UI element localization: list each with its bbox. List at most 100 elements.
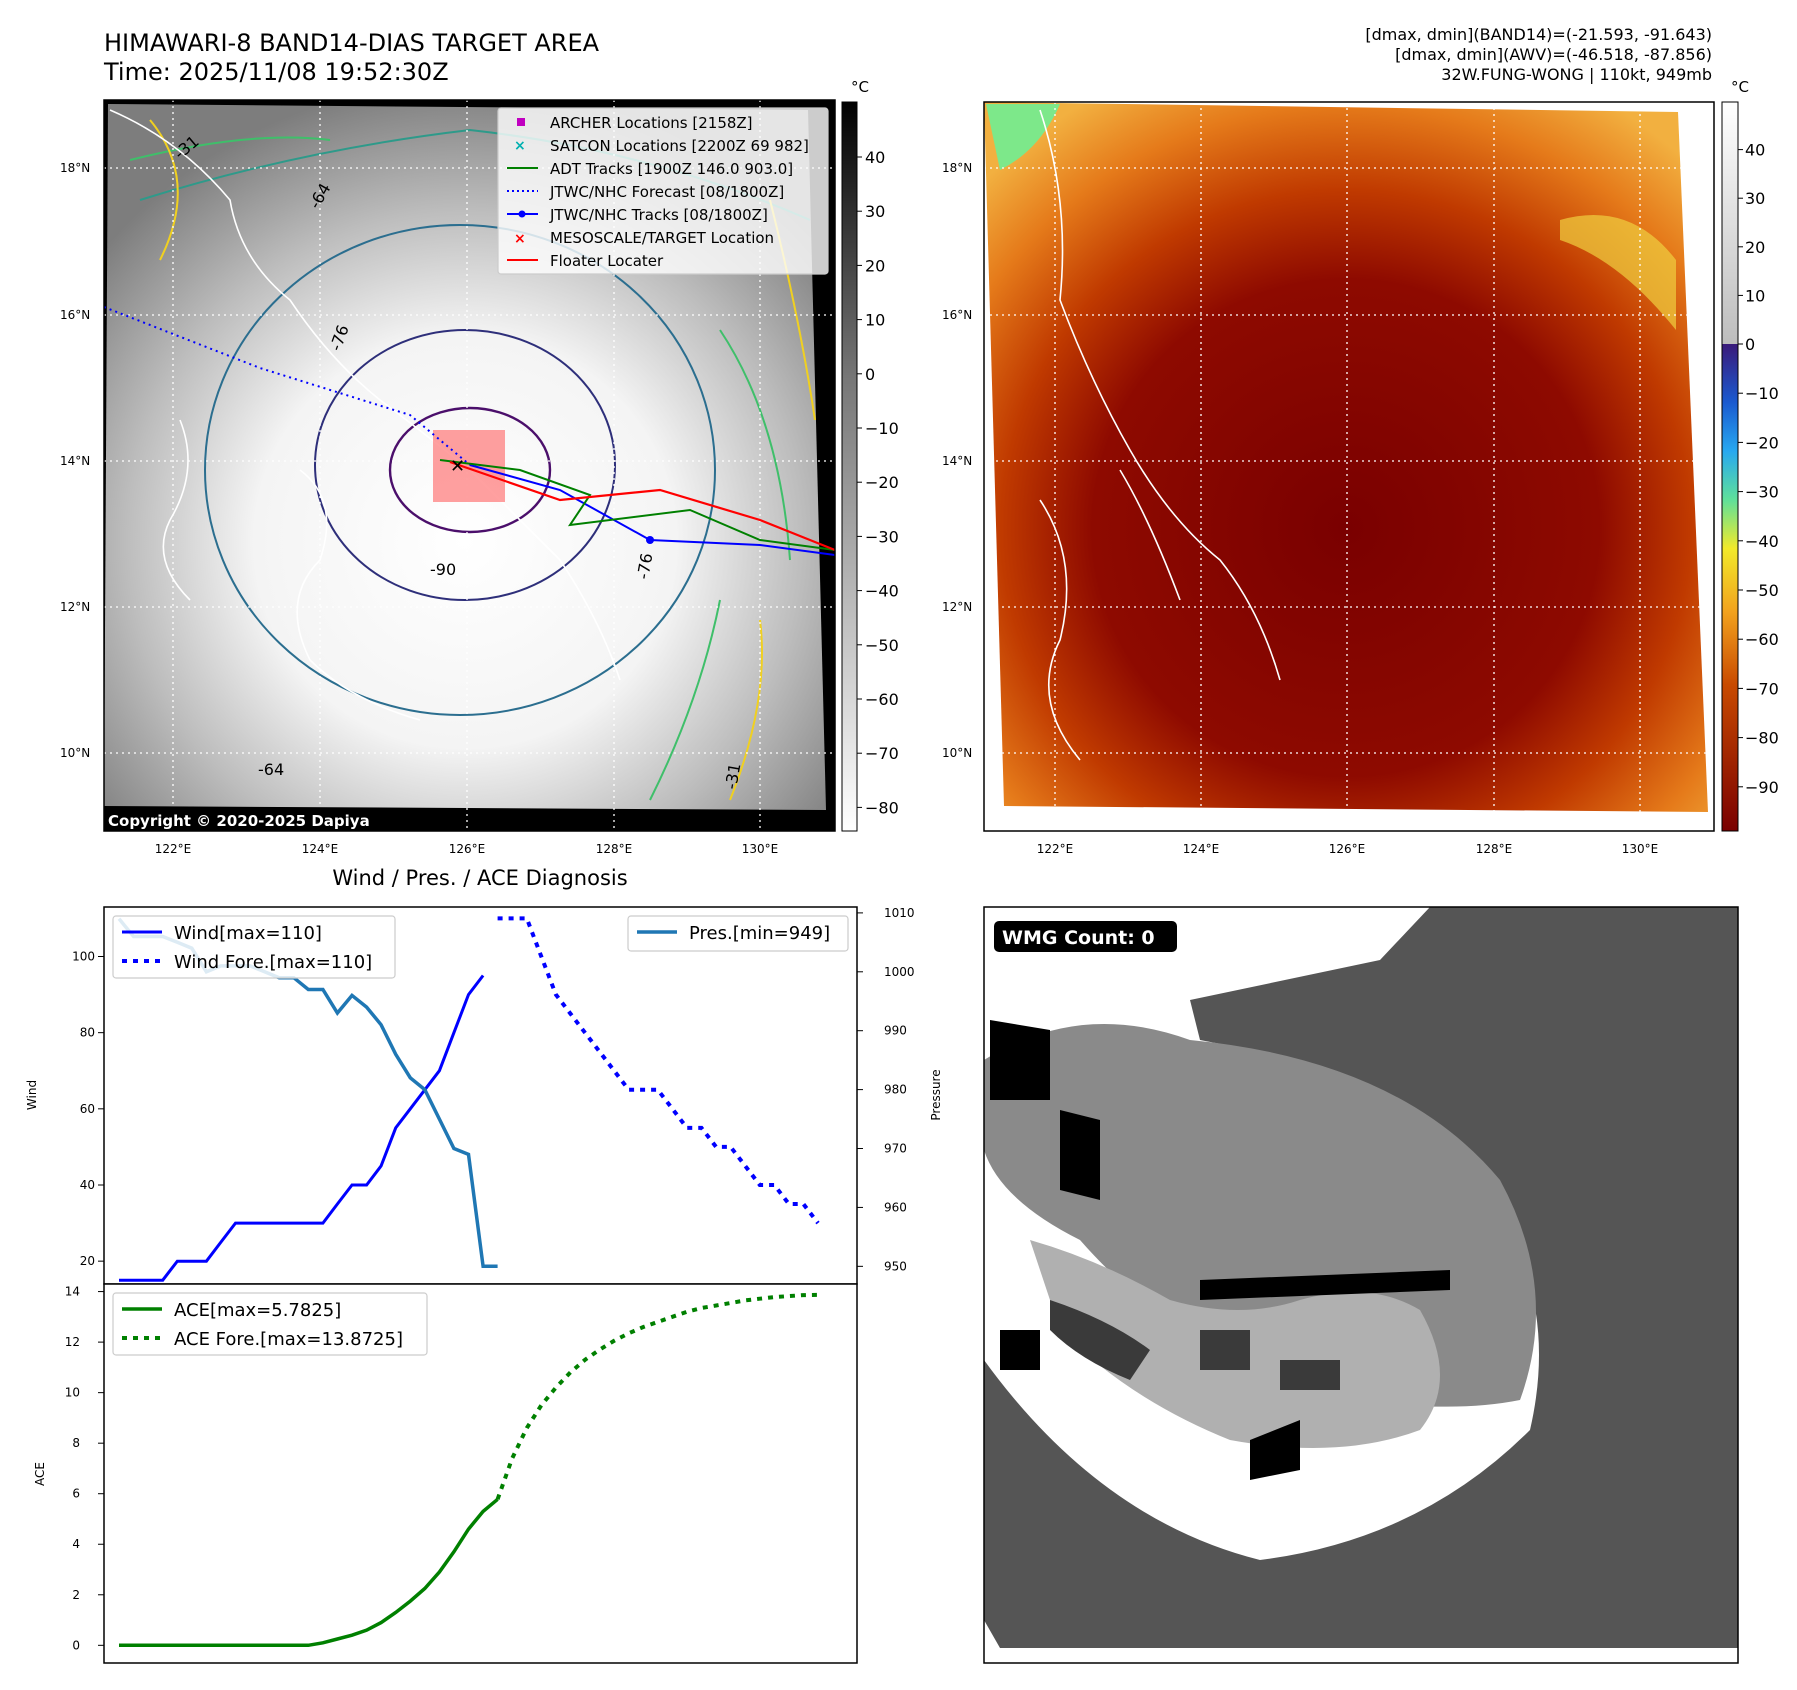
ace-chart: ACE 0 2 4 6 8 10 12 14 ACE[max=5.7825] ACE Fore…	[33, 1283, 858, 1664]
lon-label: 124°E	[302, 842, 339, 856]
legend-marker-archer	[517, 118, 525, 126]
color-colorbar-tick-label: 0	[1745, 335, 1755, 354]
color-colorbar-tick-label: 10	[1745, 286, 1765, 305]
gray-colorbar-tick-label: −60	[865, 690, 899, 709]
pressure-tick-label: 980	[884, 1083, 907, 1097]
legend-marker-satcon: ×	[514, 138, 526, 154]
gray-colorbar-tick-label: −30	[865, 527, 899, 546]
gray-colorbar-ticks: 40 30 20 10 0 −10 −20 −30 −40 −50 −60 −70 −80	[857, 148, 899, 817]
wind-tick-label: 20	[80, 1254, 95, 1268]
lat-label: 16°N	[942, 308, 972, 322]
wmg-region-dark	[984, 907, 1738, 1648]
contour-minus-64	[204, 224, 716, 716]
pressure-tick-label: 950	[884, 1259, 907, 1273]
color-map-grid	[984, 102, 1714, 831]
wind-tick-label: 80	[80, 1026, 95, 1040]
gray-colorbar-tick-label: 40	[865, 148, 885, 167]
adt-track	[439, 459, 835, 551]
title-line1: HIMAWARI-8 BAND14-DIAS TARGET AREA	[104, 29, 600, 57]
color-colorbar-tick-label: −90	[1745, 778, 1779, 797]
warm-cloud-region	[986, 104, 1060, 170]
wind-tick-label: 100	[72, 950, 95, 964]
ace-axis-label: ACE	[33, 1462, 47, 1486]
wind-tick-label: 40	[80, 1178, 95, 1192]
wmg-panel: WMG Count: 0	[983, 906, 1739, 1664]
color-colorbar-tick-label: 20	[1745, 238, 1765, 257]
color-colorbar-tick-label: −30	[1745, 483, 1779, 502]
colorbar-negative-segment	[1722, 344, 1738, 831]
copyright-box	[104, 808, 442, 831]
pressure-tick-label: 970	[884, 1142, 907, 1156]
color-colorbar-frame	[1721, 101, 1739, 832]
wmg-region-darkest	[1050, 1300, 1340, 1390]
legend-label: SATCON Locations [2200Z 69 982]	[550, 137, 809, 155]
gray-colorbar-tick-label: 10	[865, 311, 885, 330]
wmg-frame	[983, 906, 1739, 1664]
legend-label: JTWC/NHC Forecast [08/1800Z]	[549, 183, 784, 201]
gray-colorbar-tick-label: −80	[865, 798, 899, 817]
colorbar-positive-segment	[1722, 102, 1738, 344]
ace-tick-label: 10	[65, 1386, 80, 1400]
color-ir-image	[984, 102, 1708, 812]
wind-pressure-chart: Wind Pressure 20 40 60 80 100 950 960 970 980 99…	[25, 906, 943, 1285]
lat-label: 18°N	[942, 161, 972, 175]
wind-axis-label: Wind	[25, 1080, 39, 1110]
legend-label-ace: ACE[max=5.7825]	[174, 1300, 341, 1321]
coastline	[1039, 109, 1281, 761]
pressure-axis-ticks: 950 960 970 980 990 1000 1010	[857, 906, 915, 1273]
ace-tick-label: 6	[72, 1487, 80, 1501]
legend-label-pressure: Pres.[min=949]	[689, 923, 830, 944]
legend-marker-jtwc-dot	[518, 210, 526, 218]
pressure-tick-label: 1000	[884, 965, 915, 979]
lon-label: 126°E	[449, 842, 486, 856]
dmax-band14: [dmax, dmin](BAND14)=(-21.593, -91.643)	[1365, 25, 1712, 44]
lon-label: 130°E	[742, 842, 779, 856]
ace-tick-label: 4	[72, 1537, 80, 1551]
contour-minus-40	[129, 136, 791, 801]
ace-legend-box	[112, 1292, 428, 1356]
ir-map-frame	[103, 99, 836, 832]
lat-label: 12°N	[60, 600, 90, 614]
legend-label: MESOSCALE/TARGET Location	[550, 229, 774, 247]
legend-marker-target: ×	[514, 231, 526, 247]
color-ir-map-panel: 18°N 16°N 14°N 12°N 10°N 122°E 124°E 126…	[942, 101, 1715, 856]
color-colorbar: °C 40 30 20 10 0 −10 −20 −30 −40 −50 −60 −70 −80 −90	[1721, 78, 1779, 832]
coastline	[109, 109, 621, 721]
wind-axis-ticks: 20 40 60 80 100	[72, 950, 104, 1268]
lon-label: 124°E	[1183, 842, 1220, 856]
wmg-count-badge	[994, 921, 1177, 952]
color-colorbar-tick-label: −70	[1745, 679, 1779, 698]
gray-colorbar-tick-label: −50	[865, 636, 899, 655]
color-colorbar-tick-label: −20	[1745, 433, 1779, 452]
color-colorbar-tick-label: −60	[1745, 630, 1779, 649]
lat-label: 12°N	[942, 600, 972, 614]
title-line2: Time: 2025/11/08 19:52:30Z	[103, 58, 449, 86]
gray-colorbar-tick-label: −70	[865, 744, 899, 763]
storm-info: 32W.FUNG-WONG | 110kt, 949mb	[1441, 65, 1712, 84]
ace-tick-label: 12	[65, 1335, 80, 1349]
gray-colorbar: °C 40 30 20 10 0 −10 −20 −30 −40 −50 −60 −70 −80	[841, 78, 899, 832]
lat-label: 10°N	[60, 746, 90, 760]
gray-colorbar-tick-label: 20	[865, 256, 885, 275]
contour-minus-76	[314, 329, 616, 601]
gray-colorbar-tick-label: 0	[865, 365, 875, 384]
pressure-tick-label: 990	[884, 1024, 907, 1038]
lat-label: 10°N	[942, 746, 972, 760]
color-colorbar-tick-label: −10	[1745, 384, 1779, 403]
color-map-frame	[983, 101, 1715, 832]
legend-label-ace-forecast: ACE Fore.[max=13.8725]	[174, 1329, 403, 1350]
legend-box	[497, 107, 829, 275]
gray-colorbar-tick-label: −10	[865, 419, 899, 438]
colorbar-unit: °C	[851, 78, 869, 96]
ace-tick-label: 14	[65, 1285, 80, 1299]
contour-label: -31	[721, 762, 744, 791]
lat-label: 14°N	[60, 454, 90, 468]
contour-minus-90	[388, 406, 552, 534]
chart-title: Wind / Pres. / ACE Diagnosis	[332, 866, 627, 890]
copyright-text: Copyright © 2020-2025 Dapiya	[108, 812, 370, 830]
lon-label: 122°E	[1037, 842, 1074, 856]
color-colorbar-ticks: 40 30 20 10 0 −10 −20 −30 −40 −50 −60 −70 −80 −90	[1738, 141, 1779, 797]
floater-track	[449, 460, 835, 552]
ace-axis-ticks: 0 2 4 6 8 10 12 14	[65, 1285, 104, 1652]
